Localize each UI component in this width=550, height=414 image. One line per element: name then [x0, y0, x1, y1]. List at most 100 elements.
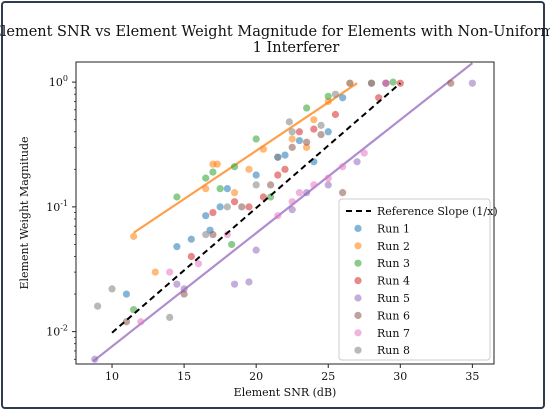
point-run-2 [245, 165, 253, 173]
legend-swatch-run-6 [354, 311, 362, 319]
point-run-5 [173, 280, 181, 288]
point-run-4 [295, 128, 304, 136]
x-tick-label: 30 [393, 370, 407, 383]
point-run-4 [274, 171, 282, 179]
point-run-5 [468, 79, 476, 87]
point-run-5 [353, 158, 361, 166]
point-run-8 [94, 302, 102, 310]
point-run-2 [324, 97, 332, 106]
point-run-6 [180, 290, 188, 298]
fit-line-run-2 [133, 82, 358, 234]
legend-label-run-3: Run 3 [377, 257, 410, 270]
point-run-8 [367, 79, 376, 87]
point-run-2 [130, 232, 138, 240]
point-run-7 [194, 260, 203, 268]
point-run-3 [389, 78, 397, 86]
point-run-1 [281, 151, 289, 159]
y-tick-label: 100 [49, 74, 68, 89]
point-run-5 [252, 246, 260, 254]
point-run-2 [213, 160, 221, 168]
point-run-7 [382, 79, 390, 87]
point-run-6 [447, 79, 455, 87]
point-run-1 [295, 136, 304, 145]
point-run-7 [223, 230, 231, 239]
point-run-2 [310, 116, 318, 124]
point-run-8 [331, 90, 340, 98]
fit-lines [92, 62, 474, 362]
point-run-7 [360, 149, 368, 157]
y-tick-label: 10-1 [46, 199, 68, 214]
point-run-6 [209, 230, 217, 239]
point-run-7 [166, 268, 174, 276]
point-run-1 [339, 94, 347, 102]
point-run-5 [303, 189, 311, 197]
point-run-8 [202, 230, 210, 239]
point-run-2 [151, 268, 159, 276]
point-run-8 [285, 118, 293, 126]
point-run-2 [230, 189, 239, 197]
point-run-4 [331, 110, 340, 119]
x-tick-label: 10 [105, 370, 119, 383]
y-tick-label: 10-2 [46, 324, 68, 339]
legend-swatch-run-4 [354, 277, 362, 285]
point-run-8 [108, 285, 116, 293]
legend-swatch-run-7 [354, 329, 362, 337]
point-run-7 [339, 163, 347, 171]
point-run-1 [223, 185, 231, 193]
point-run-3 [252, 135, 260, 143]
point-run-3 [209, 168, 217, 176]
legend-swatch-run-2 [354, 242, 362, 250]
point-run-3 [303, 104, 311, 112]
point-run-7 [310, 181, 318, 189]
point-run-3 [324, 92, 332, 100]
legend-swatch-run-5 [354, 294, 362, 302]
x-axis: 10 15 20 25 30 35 [105, 364, 479, 383]
point-run-3 [173, 193, 181, 201]
point-run-8 [346, 79, 354, 87]
point-run-5 [245, 278, 253, 286]
point-run-4 [209, 208, 217, 217]
x-tick-label: 20 [249, 370, 263, 383]
x-axis-label: Element SNR (dB) [234, 386, 337, 399]
point-run-2 [288, 135, 296, 143]
chart-subtitle: 1 Interferer [253, 40, 340, 56]
legend-label-run-7: Run 7 [377, 327, 410, 340]
point-run-8 [223, 203, 231, 211]
legend-label-run-1: Run 1 [377, 222, 410, 235]
legend-swatch-run-1 [354, 224, 362, 232]
point-run-1 [122, 290, 131, 298]
point-run-7 [295, 189, 304, 197]
point-run-8 [166, 313, 174, 321]
point-run-6 [339, 189, 347, 197]
legend-label-reference: Reference Slope (1/x) [377, 205, 498, 218]
point-run-1 [324, 128, 332, 136]
point-run-2 [259, 145, 267, 153]
point-run-6 [303, 138, 311, 146]
fit-line-run-5 [92, 62, 474, 362]
x-tick-label: 15 [177, 370, 191, 383]
data-points [91, 78, 476, 363]
legend-swatch-run-8 [354, 346, 362, 354]
legend-swatch-run-3 [354, 259, 362, 267]
point-run-5 [288, 206, 296, 214]
legend-box [338, 198, 491, 361]
x-tick-label: 25 [321, 370, 335, 383]
x-tick-label: 35 [465, 370, 479, 383]
point-run-4 [259, 193, 267, 201]
y-axis: 10-2 10-1 100 [46, 74, 76, 360]
point-run-4 [245, 203, 253, 211]
legend-label-run-4: Run 4 [377, 275, 410, 288]
reference-slope-line [111, 82, 401, 334]
y-axis-label: Element Weight Magnitude [18, 136, 31, 289]
point-run-7 [274, 212, 282, 220]
point-run-2 [202, 185, 210, 193]
point-run-6 [238, 203, 246, 211]
point-run-1 [216, 203, 224, 211]
point-run-8 [317, 121, 325, 129]
legend-label-run-2: Run 2 [377, 240, 410, 253]
point-run-7 [137, 318, 145, 326]
point-run-4 [187, 252, 195, 261]
point-run-4 [230, 198, 239, 206]
point-run-6 [288, 143, 296, 151]
